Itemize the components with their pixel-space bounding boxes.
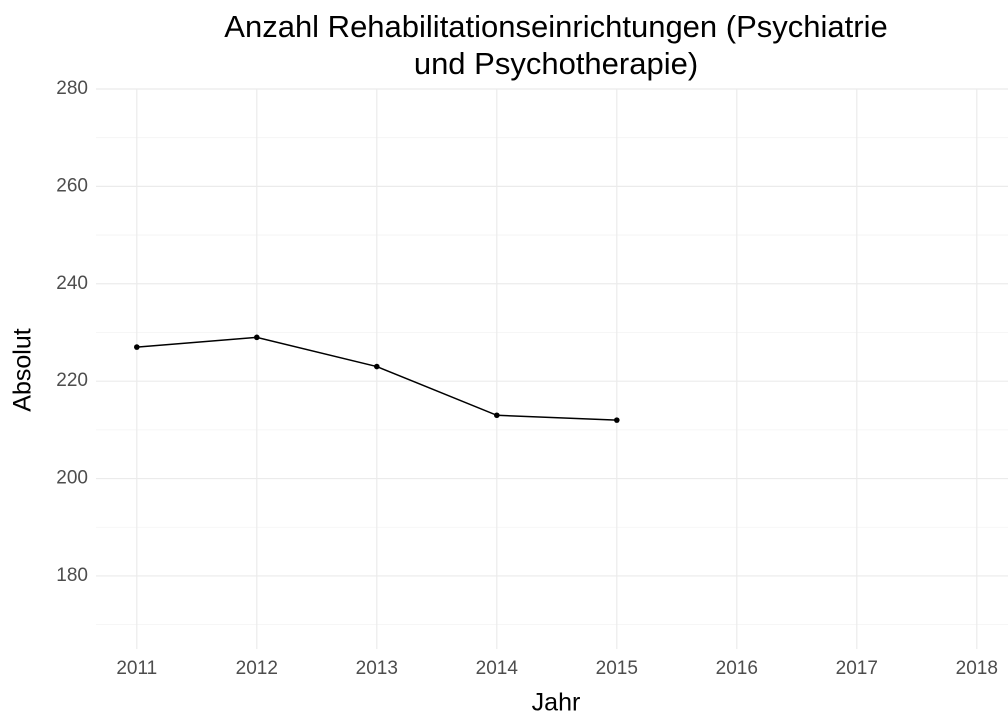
point — [134, 344, 140, 350]
y-tick-label: 280 — [56, 78, 88, 99]
x-tick-label: 2015 — [596, 658, 638, 679]
point — [494, 412, 500, 419]
x-tick-label: 2014 — [476, 658, 519, 679]
point — [614, 417, 620, 423]
y-axis-label: Absolut — [9, 328, 37, 411]
x-tick-label: 2016 — [716, 658, 758, 679]
y-tick-label: 240 — [56, 273, 88, 294]
y-tick-label: 260 — [56, 175, 88, 196]
x-tick-label: 2011 — [116, 658, 157, 679]
x-axis-label: Jahr — [532, 689, 581, 714]
chart-title: Anzahl Rehabilitationseinrichtungen (Psy… — [224, 9, 887, 44]
point — [253, 334, 260, 341]
x-tick-label: 2012 — [236, 658, 278, 679]
point — [374, 363, 380, 370]
chart-title: und Psychotherapie) — [414, 46, 698, 81]
x-tick-label: 2017 — [836, 658, 878, 679]
x-tick-label: 2013 — [356, 658, 398, 679]
x-tick-label: 2018 — [956, 658, 998, 679]
y-tick-label: 200 — [56, 468, 88, 489]
y-tick-label: 180 — [56, 565, 88, 586]
y-tick-label: 220 — [56, 370, 88, 391]
